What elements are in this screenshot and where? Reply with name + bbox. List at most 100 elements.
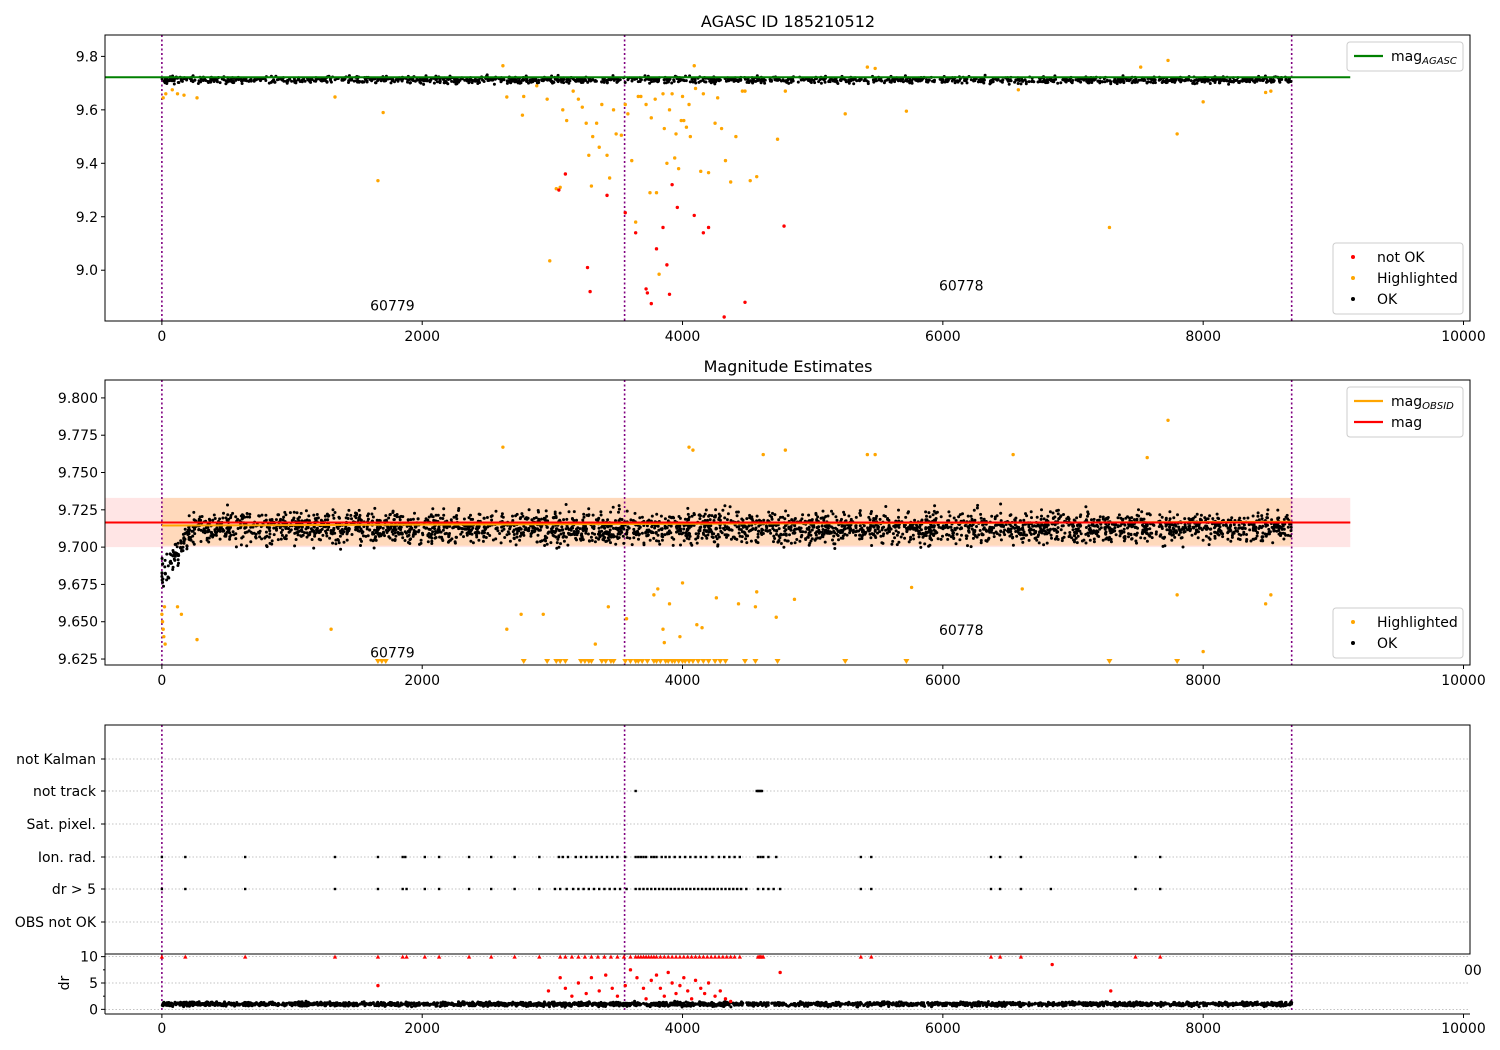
- ok-point: [1219, 531, 1223, 535]
- ok-point: [969, 545, 973, 549]
- y-tick-label: 9.725: [58, 503, 98, 519]
- ok-point: [804, 77, 807, 81]
- ok-point: [678, 516, 682, 520]
- legend-dot-swatch: [1351, 255, 1355, 259]
- ok-point: [447, 539, 451, 543]
- ok-point: [858, 509, 862, 513]
- ok-point: [442, 507, 446, 511]
- ok-point: [826, 514, 830, 518]
- ok-point: [747, 524, 751, 528]
- ok-point: [165, 552, 169, 556]
- ok-point: [1179, 536, 1183, 540]
- ok-point: [489, 78, 492, 82]
- ok-point: [823, 540, 827, 544]
- x-tick-label: 4000: [665, 673, 701, 689]
- highlighted-point: [909, 585, 914, 590]
- ok-point: [408, 528, 412, 531]
- ok-point: [1187, 517, 1191, 521]
- ok-point: [807, 513, 811, 517]
- ok-point: [660, 538, 664, 542]
- ok-point: [912, 537, 916, 541]
- ok-point: [1043, 532, 1047, 536]
- ok-point: [972, 508, 976, 512]
- ok-point: [1092, 517, 1096, 521]
- ok-point: [484, 536, 488, 539]
- ok-point: [716, 544, 720, 548]
- ok-point: [1272, 523, 1276, 527]
- ok-point: [958, 79, 961, 83]
- ok-point: [586, 80, 590, 84]
- ok-point: [926, 526, 930, 530]
- ok-point: [478, 513, 482, 516]
- ok-point: [1260, 78, 1263, 82]
- ok-point: [443, 532, 447, 536]
- ok-point: [1007, 530, 1010, 534]
- ok-point: [249, 77, 253, 81]
- ok-point: [617, 510, 620, 514]
- ok-point: [382, 530, 385, 534]
- ok-point: [700, 536, 704, 540]
- ok-point: [386, 529, 390, 533]
- ok-point: [360, 539, 363, 543]
- ok-point: [936, 537, 940, 541]
- ok-point: [1183, 530, 1187, 534]
- ok-point: [670, 81, 674, 85]
- ok-point: [354, 79, 358, 83]
- ok-point: [709, 77, 713, 81]
- ok-point: [668, 515, 671, 519]
- ok-point: [409, 81, 412, 85]
- ok-point: [202, 527, 206, 531]
- ok-point: [854, 515, 858, 519]
- ok-point: [738, 534, 742, 538]
- ok-point: [870, 544, 874, 547]
- highlighted-point: [680, 94, 685, 99]
- ok-point: [575, 538, 578, 542]
- ok-point: [1199, 513, 1203, 517]
- ok-point: [671, 543, 675, 547]
- ok-point: [305, 518, 309, 522]
- ok-point: [831, 526, 835, 530]
- ok-point: [453, 541, 457, 545]
- ok-point: [1021, 528, 1025, 532]
- ok-point: [1277, 532, 1281, 536]
- ok-point: [810, 78, 814, 81]
- ok-point: [344, 516, 348, 520]
- ok-point: [1104, 537, 1108, 541]
- ok-point: [1164, 524, 1168, 528]
- ok-point: [1056, 512, 1060, 516]
- ok-point: [1208, 82, 1212, 85]
- ok-point: [1145, 81, 1149, 85]
- ok-point: [325, 534, 329, 538]
- ok-point: [1229, 524, 1232, 528]
- not-ok-point: [557, 188, 561, 192]
- ok-point: [718, 526, 722, 530]
- ok-point: [556, 78, 560, 82]
- ok-point: [325, 80, 329, 84]
- x-tick-label: 2000: [404, 673, 440, 689]
- ok-point: [1087, 534, 1090, 538]
- highlighted-point: [576, 97, 581, 101]
- ok-point: [413, 511, 416, 515]
- ok-point: [1232, 78, 1236, 82]
- y-tick-label: 9.6: [76, 103, 98, 119]
- ok-point: [831, 538, 834, 542]
- ok-point: [549, 541, 553, 545]
- ok-point: [1272, 527, 1275, 531]
- highlighted-point: [329, 627, 333, 631]
- highlighted-point: [600, 102, 604, 107]
- ok-point: [1282, 518, 1286, 521]
- ok-point: [225, 518, 229, 522]
- highlighted-point: [160, 612, 164, 616]
- ok-point: [990, 514, 994, 518]
- ok-point: [835, 532, 839, 536]
- ok-point: [1045, 541, 1049, 545]
- highlighted-point: [1020, 587, 1024, 591]
- ok-point: [799, 535, 803, 539]
- ok-point: [409, 537, 413, 541]
- ok-point: [1139, 536, 1143, 540]
- ok-point: [329, 78, 333, 82]
- ok-point: [632, 536, 636, 540]
- highlighted-point: [1263, 90, 1268, 95]
- highlighted-point: [873, 452, 877, 457]
